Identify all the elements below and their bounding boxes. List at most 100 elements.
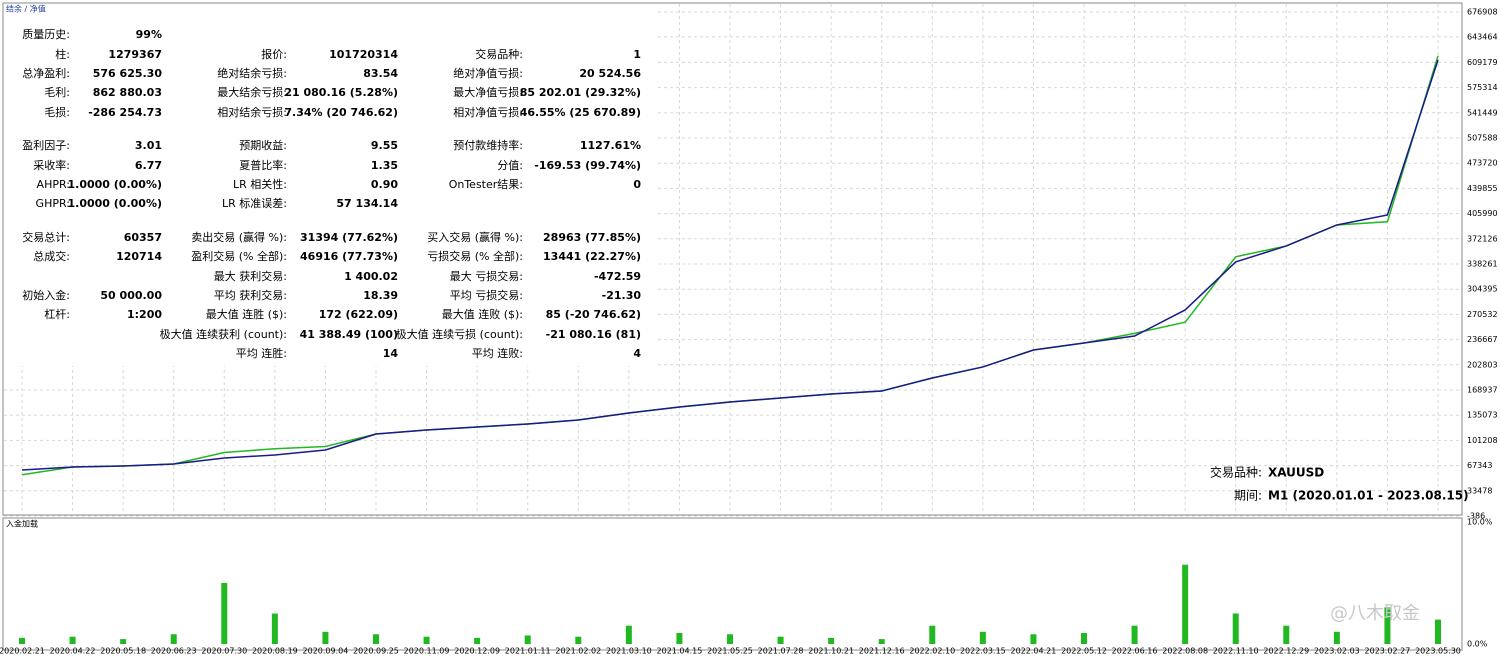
stat-value: -472.59 <box>594 270 641 283</box>
x-tick-label: 2020.07.30 <box>201 647 247 656</box>
load-bar <box>1182 564 1189 644</box>
y-tick-label: 643464 <box>1467 32 1498 41</box>
stat-value: -21 080.16 (81) <box>546 328 641 341</box>
stat-value: 20 524.56 <box>579 67 641 80</box>
stat-value: 1.35 <box>371 159 398 172</box>
x-tick-label: 2023.02.03 <box>1314 647 1360 656</box>
load-bar <box>474 637 481 644</box>
stat-label: 平均 获利交易: <box>214 288 287 302</box>
stat-value: 46.55% (25 670.89) <box>520 106 641 119</box>
x-tick-label: 2022.11.10 <box>1213 647 1259 656</box>
stats-background <box>4 4 656 366</box>
y-tick-label: 575314 <box>1467 83 1498 92</box>
stat-label: 最大净值亏损: <box>453 85 523 99</box>
stat-label: 平均 亏损交易: <box>450 288 523 302</box>
y-tick-label: 372126 <box>1467 234 1498 243</box>
x-tick-label: 2022.06.16 <box>1112 647 1158 656</box>
stat-value: 862 880.03 <box>93 86 162 99</box>
load-bar <box>524 635 531 644</box>
stat-label: 总成交: <box>33 249 70 263</box>
stat-value: 1.0000 (0.00%) <box>68 197 163 210</box>
stat-label: AHPR: <box>37 178 70 191</box>
y-tick-label: 135073 <box>1467 411 1498 420</box>
load-bar <box>170 634 177 644</box>
load-bar <box>221 583 228 644</box>
stat-value: 57 134.14 <box>336 197 398 210</box>
stat-label: 报价: <box>261 47 287 61</box>
stat-value: 85 (-20 746.62) <box>546 308 641 321</box>
stat-label: 相对净值亏损: <box>453 105 523 119</box>
x-tick-label: 2022.04.21 <box>1011 647 1057 656</box>
stat-label: 平均 连胜: <box>236 346 287 360</box>
stat-value: -169.53 (99.74%) <box>534 159 641 172</box>
stat-label: 绝对净值亏损: <box>453 66 523 80</box>
stat-label: 总净盈利: <box>22 66 70 80</box>
toolbar-tab[interactable]: 结余 / 净值 <box>6 4 46 14</box>
stat-label: 最大值 连胜 ($): <box>206 307 287 321</box>
load-bar <box>828 637 835 644</box>
stat-value: 13441 (22.27%) <box>543 250 641 263</box>
stat-value: 101720314 <box>329 48 398 61</box>
stat-value: 0.90 <box>371 178 398 191</box>
y-tick-label: 33478 <box>1467 486 1492 495</box>
stat-value: 3.01 <box>135 139 162 152</box>
load-bar <box>575 636 582 644</box>
stat-label: 预付款维持率: <box>453 138 523 152</box>
stat-value: 1127.61% <box>580 139 641 152</box>
stat-label: 最大结余亏损: <box>217 85 287 99</box>
info-value: M1 (2020.01.01 - 2023.08.15) <box>1268 489 1469 503</box>
x-tick-label: 2022.02.10 <box>909 647 955 656</box>
y-tick-label: 168937 <box>1467 386 1498 395</box>
load-bar <box>625 625 632 644</box>
stat-label: 质量历史: <box>22 28 70 41</box>
stat-value: 14 <box>383 347 399 360</box>
stat-value: 41 388.49 (100) <box>300 328 398 341</box>
x-tick-label: 2020.08.19 <box>252 647 298 656</box>
panel-title: 入金加载 <box>6 519 38 529</box>
x-tick-label: 2021.03.10 <box>606 647 652 656</box>
x-tick-label: 2021.07.28 <box>758 647 804 656</box>
load-bar <box>322 631 329 644</box>
stat-label: 柱: <box>55 47 70 61</box>
stat-label: 买入交易 (赢得 %): <box>427 230 523 244</box>
stat-value: 18.39 <box>363 289 398 302</box>
stat-label: 毛损: <box>44 105 70 119</box>
info-label: 交易品种: <box>1210 465 1262 480</box>
stat-value: 1 400.02 <box>344 270 398 283</box>
info-value: XAUUSD <box>1268 466 1324 480</box>
stat-value: 85 202.01 (29.32%) <box>520 86 641 99</box>
stat-value: 172 (622.09) <box>319 308 398 321</box>
x-tick-label: 2022.03.15 <box>960 647 1006 656</box>
stat-value: -21.30 <box>602 289 642 302</box>
stat-label: 交易总计: <box>22 230 70 244</box>
stat-label: 夏普比率: <box>239 158 287 172</box>
load-bar <box>676 633 683 644</box>
stat-label: OnTester结果: <box>449 178 523 191</box>
y-tick-label: 541449 <box>1467 108 1498 117</box>
load-bar <box>1232 613 1239 644</box>
load-bar <box>423 636 430 644</box>
watermark: @八木取金 <box>1330 603 1420 624</box>
load-bar <box>1333 631 1340 644</box>
x-tick-label: 2020.09.04 <box>303 647 349 656</box>
y-tick-label: 270532 <box>1467 310 1498 319</box>
y-tick-label: -386 <box>1467 512 1485 521</box>
stat-label: 最大值 连败 ($): <box>442 307 523 321</box>
stat-label: 极大值 连续亏损 (count): <box>396 327 523 341</box>
stat-value: 7.34% (20 746.62) <box>284 106 398 119</box>
load-bar <box>1283 625 1290 644</box>
stat-value: 46916 (77.73%) <box>300 250 398 263</box>
stat-value: 1279367 <box>108 48 162 61</box>
stat-label: 盈利交易 (% 全部): <box>191 249 287 263</box>
load-bar <box>69 636 76 644</box>
y-tick-label: 405990 <box>1467 209 1498 218</box>
y-tick-label: 0.0% <box>1467 640 1488 649</box>
stat-value: 60357 <box>124 231 162 244</box>
x-tick-label: 2021.05.25 <box>707 647 753 656</box>
stat-value: 0 <box>633 178 641 191</box>
load-panel <box>2 517 1463 651</box>
y-tick-label: 10.0% <box>1467 518 1493 527</box>
stat-label: GHPR: <box>36 197 70 210</box>
x-tick-label: 2022.08.08 <box>1162 647 1208 656</box>
